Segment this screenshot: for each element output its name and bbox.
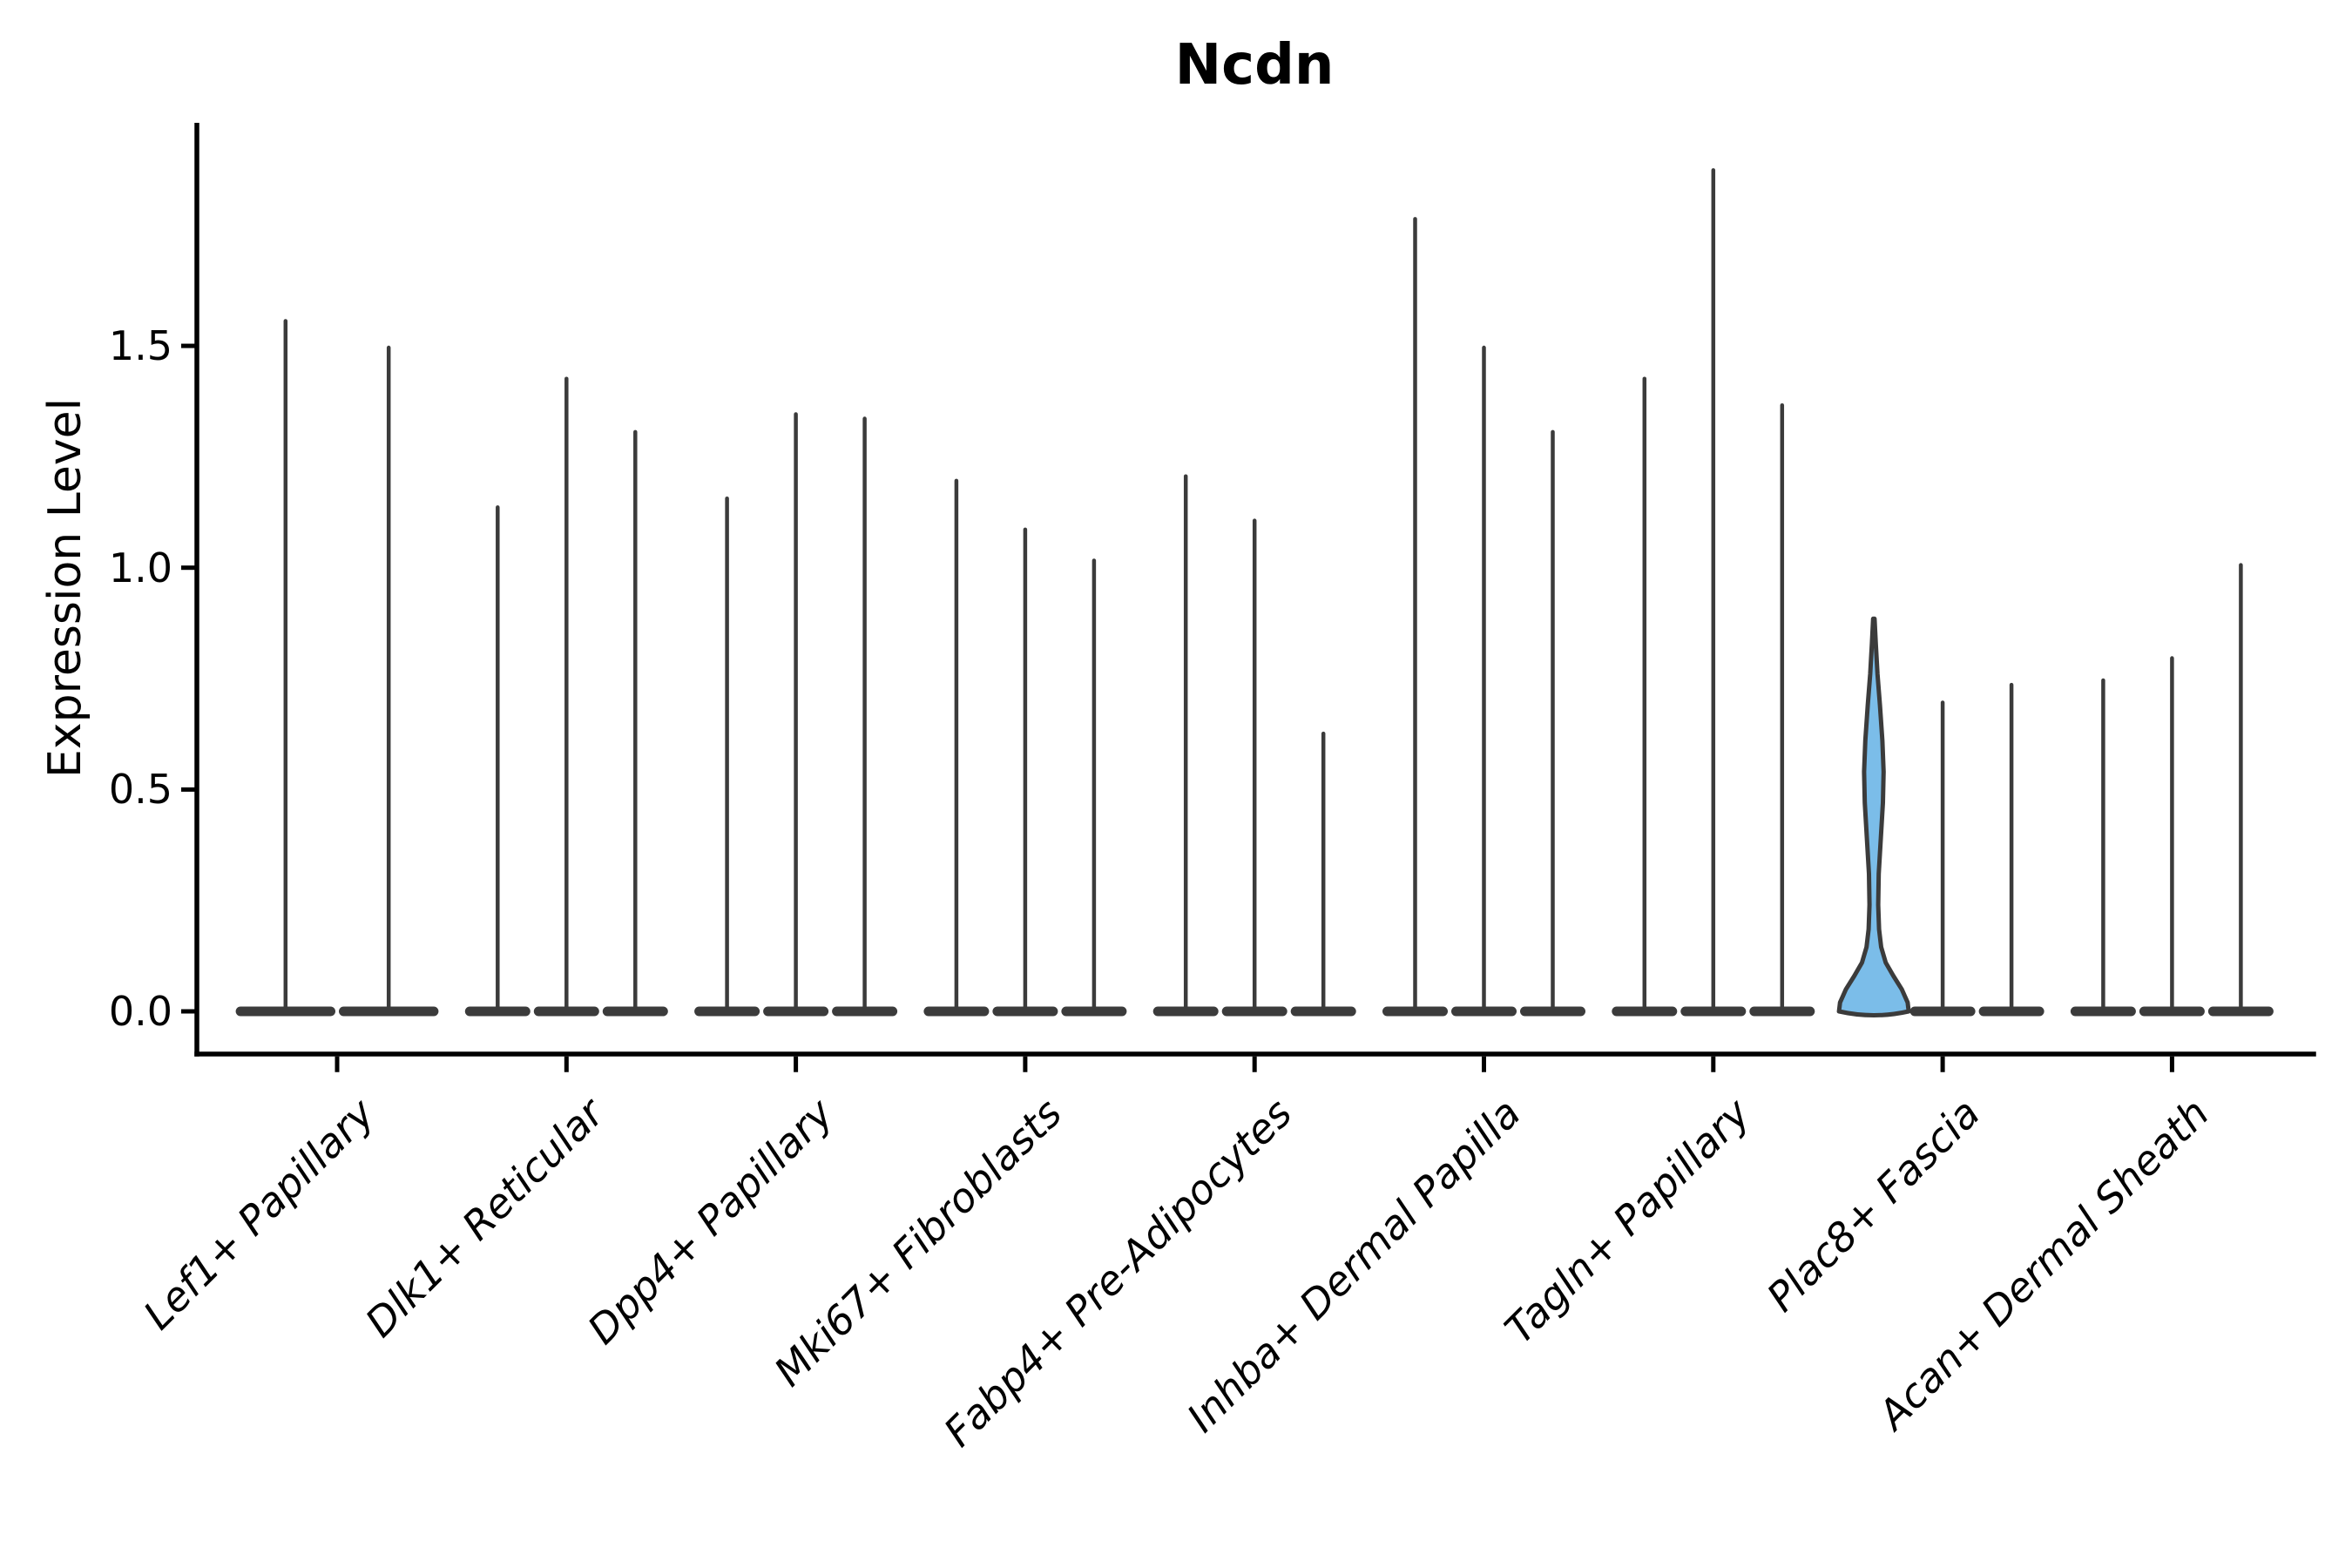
violin-base xyxy=(763,1006,829,1017)
y-tick-label: 0.0 xyxy=(108,988,172,1035)
violin-base xyxy=(2207,1006,2274,1017)
violin-base xyxy=(832,1006,898,1017)
chart-title: Ncdn xyxy=(1174,33,1335,98)
violin-base xyxy=(1612,1006,1678,1017)
violin-base xyxy=(694,1006,760,1017)
violin-base xyxy=(1451,1006,1517,1017)
violin-base xyxy=(1909,1006,1976,1017)
violin-base xyxy=(339,1006,439,1017)
x-tick-mark xyxy=(1711,1056,1716,1072)
violin-base xyxy=(602,1006,668,1017)
x-tick-mark xyxy=(564,1056,569,1072)
x-tick-mark xyxy=(1023,1056,1028,1072)
x-tick-mark xyxy=(335,1056,340,1072)
y-tick-mark xyxy=(181,1009,197,1014)
violin-base xyxy=(923,1006,990,1017)
violin-base xyxy=(533,1006,599,1017)
violin-base xyxy=(992,1006,1058,1017)
violin-base xyxy=(1290,1006,1356,1017)
violin-base xyxy=(464,1006,531,1017)
violin-base xyxy=(1680,1006,1747,1017)
violin-base xyxy=(1061,1006,1127,1017)
violin-base xyxy=(235,1006,335,1017)
violin-base xyxy=(1749,1006,1815,1017)
y-axis-spine xyxy=(194,123,199,1057)
x-tick-mark xyxy=(1252,1056,1257,1072)
violin-base xyxy=(2139,1006,2205,1017)
violin-base xyxy=(1978,1006,2044,1017)
violin-base xyxy=(1520,1006,1585,1017)
violin-base xyxy=(2070,1006,2136,1017)
y-tick-label: 1.0 xyxy=(108,544,172,591)
y-tick-label: 1.5 xyxy=(108,322,172,370)
y-tick-mark xyxy=(181,787,197,792)
x-axis-spine xyxy=(194,1051,2316,1057)
violin-base xyxy=(1152,1006,1219,1017)
x-tick-mark xyxy=(1482,1056,1486,1072)
violin-base xyxy=(1382,1006,1448,1017)
x-tick-mark xyxy=(794,1056,799,1072)
violin-base xyxy=(1221,1006,1288,1017)
highlighted-violin xyxy=(1836,616,1911,1017)
y-tick-mark xyxy=(181,565,197,571)
y-tick-label: 0.5 xyxy=(108,766,172,814)
x-tick-mark xyxy=(1940,1056,1945,1072)
y-tick-mark xyxy=(181,343,197,348)
x-tick-mark xyxy=(2169,1056,2174,1072)
